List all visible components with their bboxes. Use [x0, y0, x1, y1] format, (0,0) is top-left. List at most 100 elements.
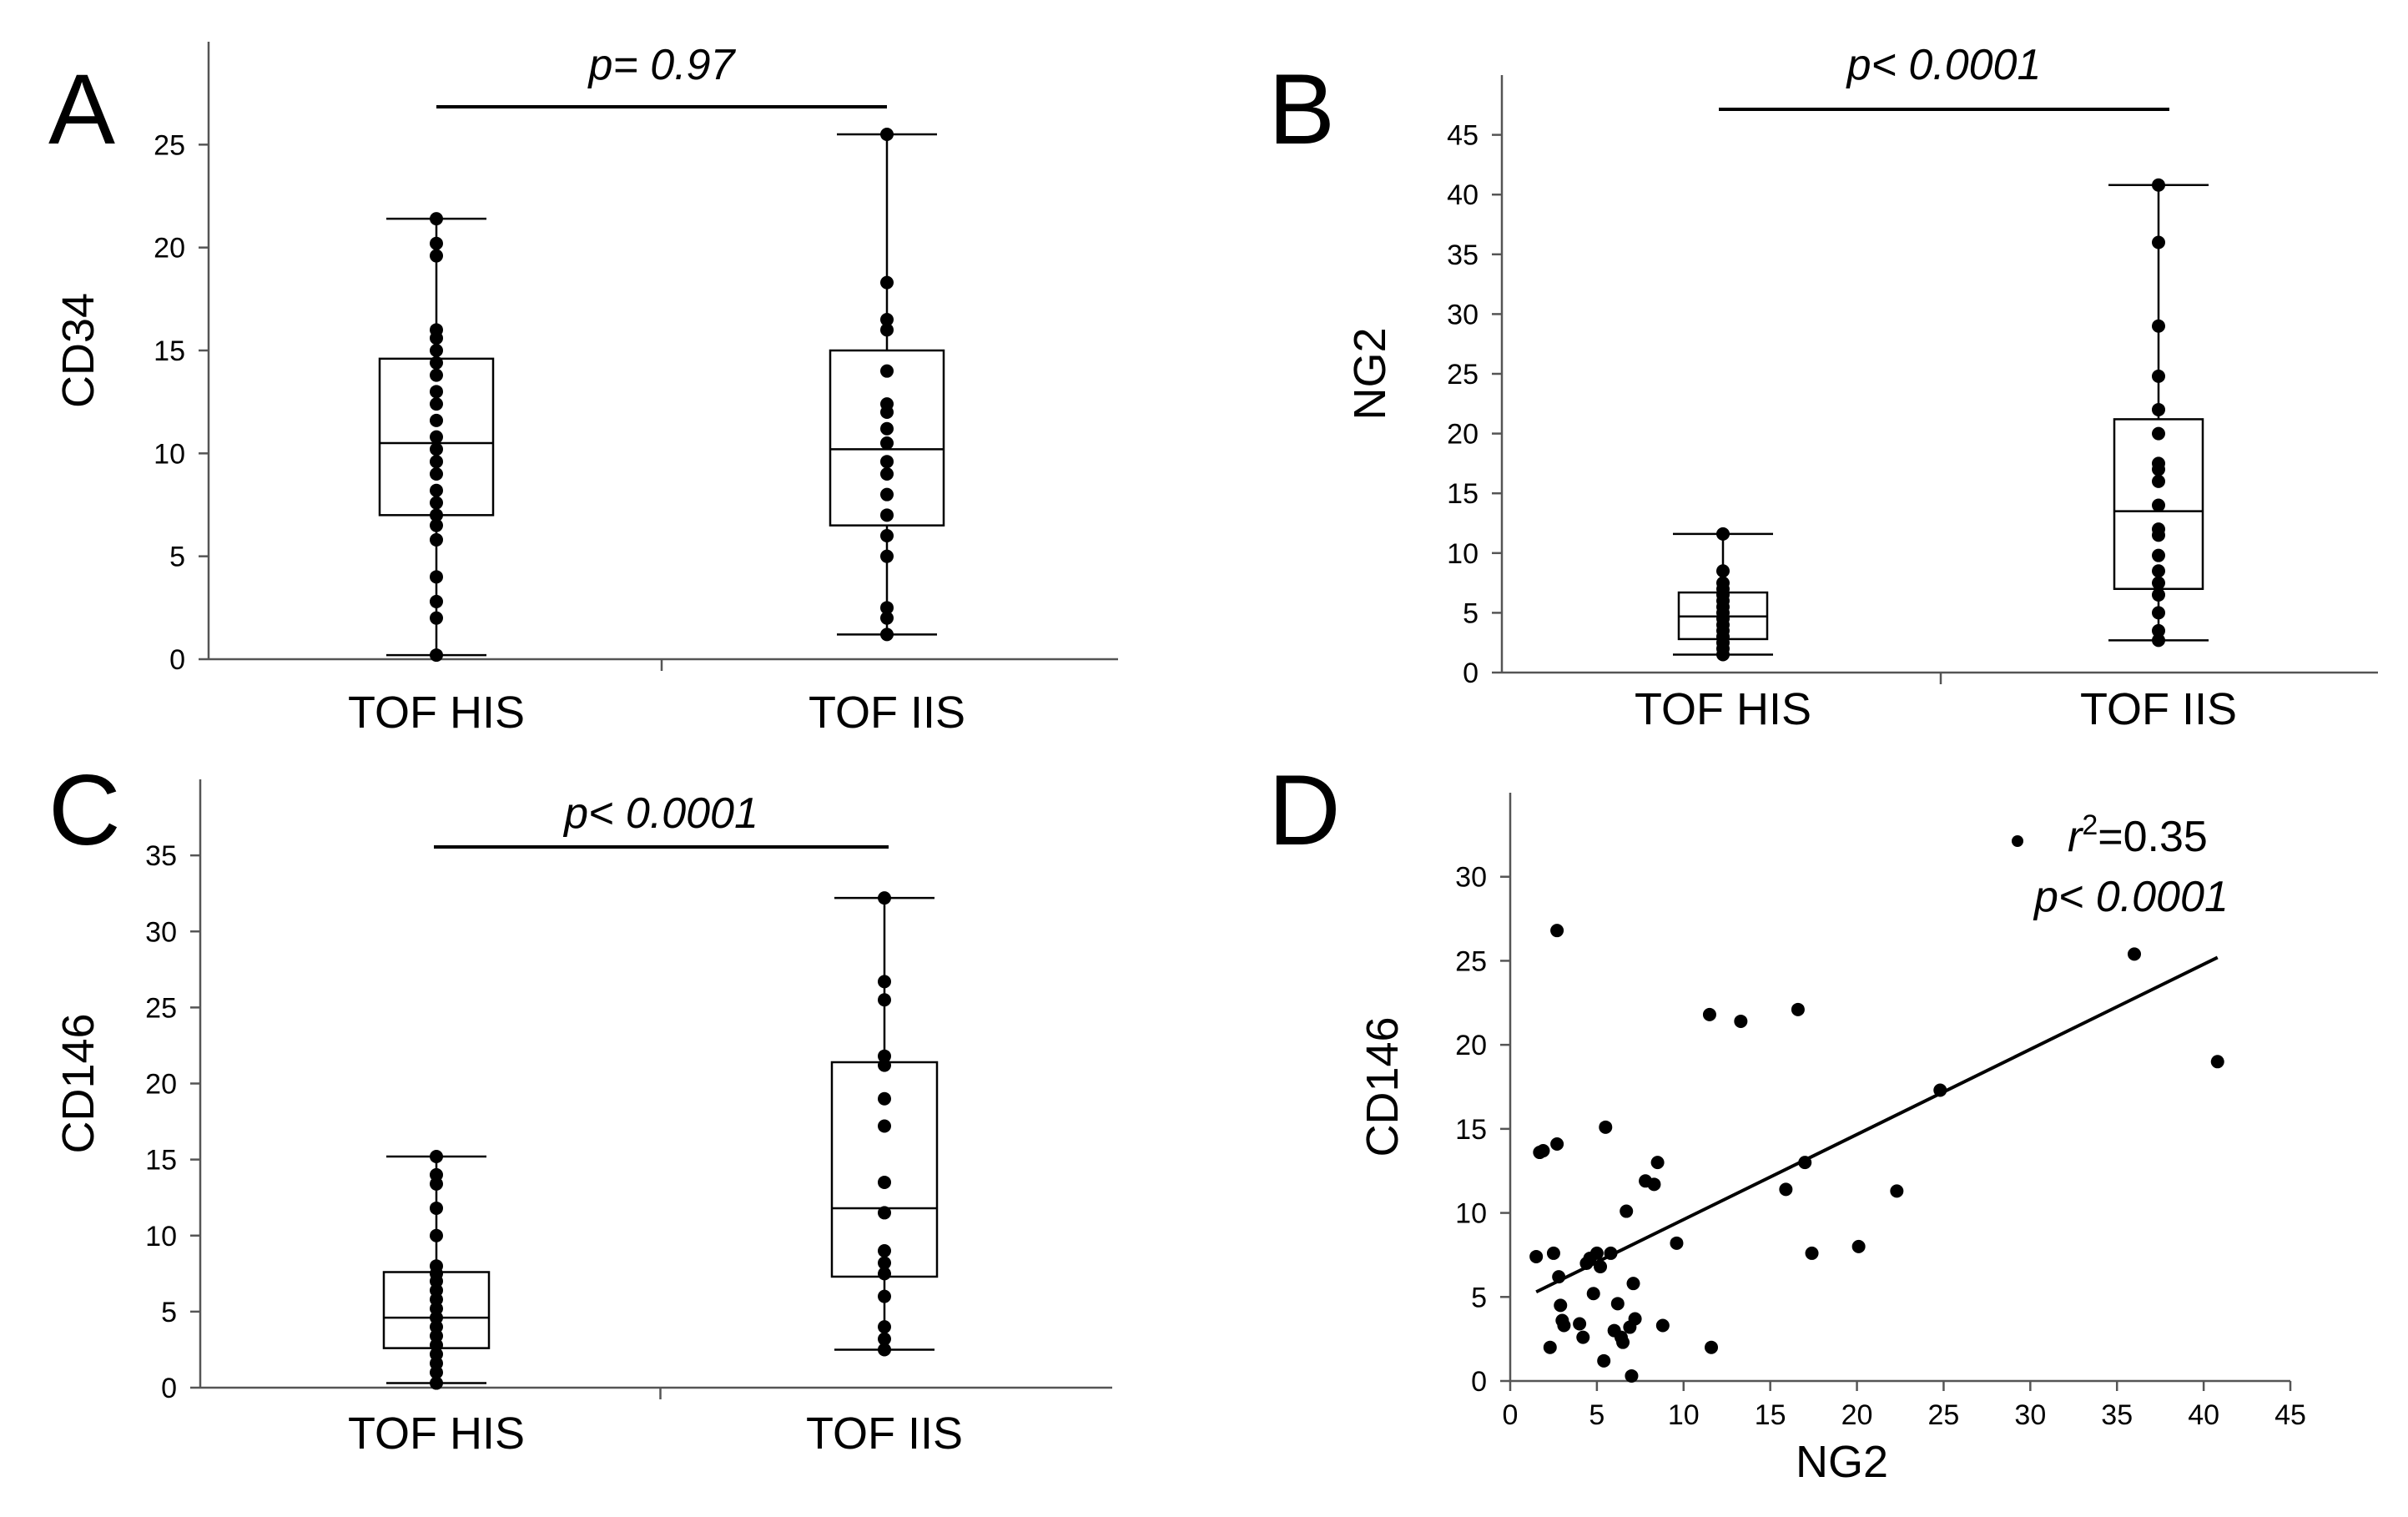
panel-c-y-tick-label: 5	[161, 1297, 177, 1328]
panel-a-data-point	[430, 385, 443, 399]
panel-c-data-point	[430, 1329, 443, 1343]
panel-c-data-point	[430, 1201, 443, 1215]
panel-d-data-point	[1650, 1156, 1665, 1170]
panel-d-y-tick-label: 20	[1455, 1030, 1487, 1061]
panel-b-y-tick-label: 0	[1463, 658, 1479, 689]
panel-d-data-point	[1573, 1317, 1587, 1331]
panel-c-data-point	[878, 1058, 891, 1072]
panel-d-data-point	[1554, 1298, 1568, 1313]
panel-d-data-point	[1705, 1340, 1719, 1354]
panel-d-data-point	[1628, 1312, 1642, 1326]
panel-letter-d: D	[1268, 754, 1341, 866]
panel-d-data-point	[1546, 1246, 1560, 1260]
panel-a-data-point	[430, 570, 443, 584]
panel-d-data-point	[2210, 1055, 2224, 1069]
panel-a-data-point	[880, 627, 894, 642]
panel-d-r-squared: r2=0.35	[2068, 809, 2208, 861]
panel-d-data-point	[1805, 1246, 1819, 1260]
panel-a-y-tick-label: 25	[154, 129, 185, 161]
panel-d-data-point	[1529, 1249, 1544, 1263]
panel-c-data-point	[430, 1228, 443, 1242]
panel-c-data-point	[878, 1256, 891, 1270]
panel-a-data-point	[880, 128, 894, 141]
panel-a-data-point	[430, 368, 443, 382]
panel-d-data-point	[2128, 947, 2141, 961]
panel-b-data-point	[2152, 587, 2165, 602]
panel-b-data-point	[1716, 527, 1730, 541]
panel-a-data-point	[880, 275, 894, 290]
panel-a-data-point	[430, 611, 443, 625]
panel-a-data-point	[430, 532, 443, 547]
panel-d-data-point	[1576, 1330, 1590, 1344]
panel-a-y-tick-label: 15	[154, 335, 185, 367]
panel-a-data-point	[430, 249, 443, 263]
panel-a-data-point	[430, 467, 443, 481]
panel-b-data-point	[2152, 178, 2165, 192]
panel-d-data-point	[1616, 1335, 1630, 1349]
panel-b-data-point	[2152, 633, 2165, 648]
panel-c-data-point	[878, 1343, 891, 1357]
panel-c-data-point	[430, 1177, 443, 1191]
panel-d-x-tick-label: 10	[1668, 1399, 1700, 1431]
panel-d-y-axis-title: CD146	[1358, 1016, 1408, 1157]
panel-b-data-point	[2152, 564, 2165, 578]
panel-c-y-tick-label: 15	[145, 1145, 177, 1177]
panel-c-data-point	[430, 1356, 443, 1370]
panel-a-data-point	[430, 397, 443, 411]
panel-d-x-tick-label: 45	[2275, 1399, 2306, 1431]
panel-a-data-point	[880, 436, 894, 450]
panel-b-data-point	[2152, 522, 2165, 537]
panel-d-data-point	[1610, 1297, 1625, 1311]
panel-a-data-point	[880, 529, 894, 542]
panel-a-data-point	[880, 508, 894, 522]
panel-a-data-point	[430, 496, 443, 510]
panel-a-data-point	[430, 413, 443, 427]
panel-c-data-point	[430, 1302, 443, 1316]
panel-d-legend-marker	[2012, 835, 2023, 847]
panel-d-data-point	[1589, 1246, 1604, 1260]
panel-c-p-value: p< 0.0001	[562, 789, 758, 838]
panel-c-data-point	[878, 1049, 891, 1063]
panel-d-x-tick-label: 25	[1928, 1399, 1960, 1431]
panel-d-x-tick-label: 40	[2188, 1399, 2219, 1431]
panel-d-data-point	[1625, 1368, 1639, 1383]
panel-c-data-point	[878, 1332, 891, 1346]
panel-c-data-point	[878, 1175, 891, 1189]
panel-d-data-point	[1670, 1236, 1684, 1250]
panel-b-data-point	[2152, 474, 2165, 488]
panel-c-data-point	[878, 1091, 891, 1106]
panel-a-data-point	[880, 421, 894, 436]
panel-c-data-point	[430, 1365, 443, 1379]
panel-c-data-point	[430, 1311, 443, 1325]
panel-c-data-point	[430, 1338, 443, 1352]
panel-c-data-point	[878, 1243, 891, 1257]
panel-d-x-tick-label: 35	[2101, 1399, 2133, 1431]
panel-b-y-tick-label: 45	[1447, 120, 1479, 152]
panel-a-data-point	[430, 594, 443, 608]
panel-c-data-point	[878, 1289, 891, 1303]
panel-c-data-point	[878, 975, 891, 989]
panel-b-data-point	[1716, 564, 1730, 578]
panel-b-data-point	[2152, 548, 2165, 562]
panel-d-data-point	[1647, 1177, 1661, 1192]
panel-b-data-point	[2152, 319, 2165, 333]
panel-a-data-point	[430, 323, 443, 337]
panel-c-data-point	[430, 1320, 443, 1334]
panel-d-y-tick-label: 25	[1455, 945, 1487, 977]
panel-d-r-superscript: 2	[2082, 809, 2098, 841]
panel-a-data-point	[880, 313, 894, 326]
panel-a-y-tick-label: 5	[169, 542, 185, 573]
panel-d-data-point	[1851, 1239, 1866, 1253]
panel-a-data-point	[430, 442, 443, 456]
panel-c-data-point	[430, 1259, 443, 1273]
panel-a-data-point	[430, 508, 443, 522]
panel-a-data-point	[430, 430, 443, 444]
panel-a-data-point	[430, 236, 443, 250]
panel-d-regression-line	[1535, 955, 2219, 1294]
panel-c-data-point	[430, 1149, 443, 1163]
panel-d-data-point	[1550, 924, 1564, 938]
panel-b-data-point	[1716, 576, 1730, 590]
panel-d-y-tick-label: 0	[1471, 1366, 1487, 1398]
panel-a-data-point	[880, 323, 894, 337]
